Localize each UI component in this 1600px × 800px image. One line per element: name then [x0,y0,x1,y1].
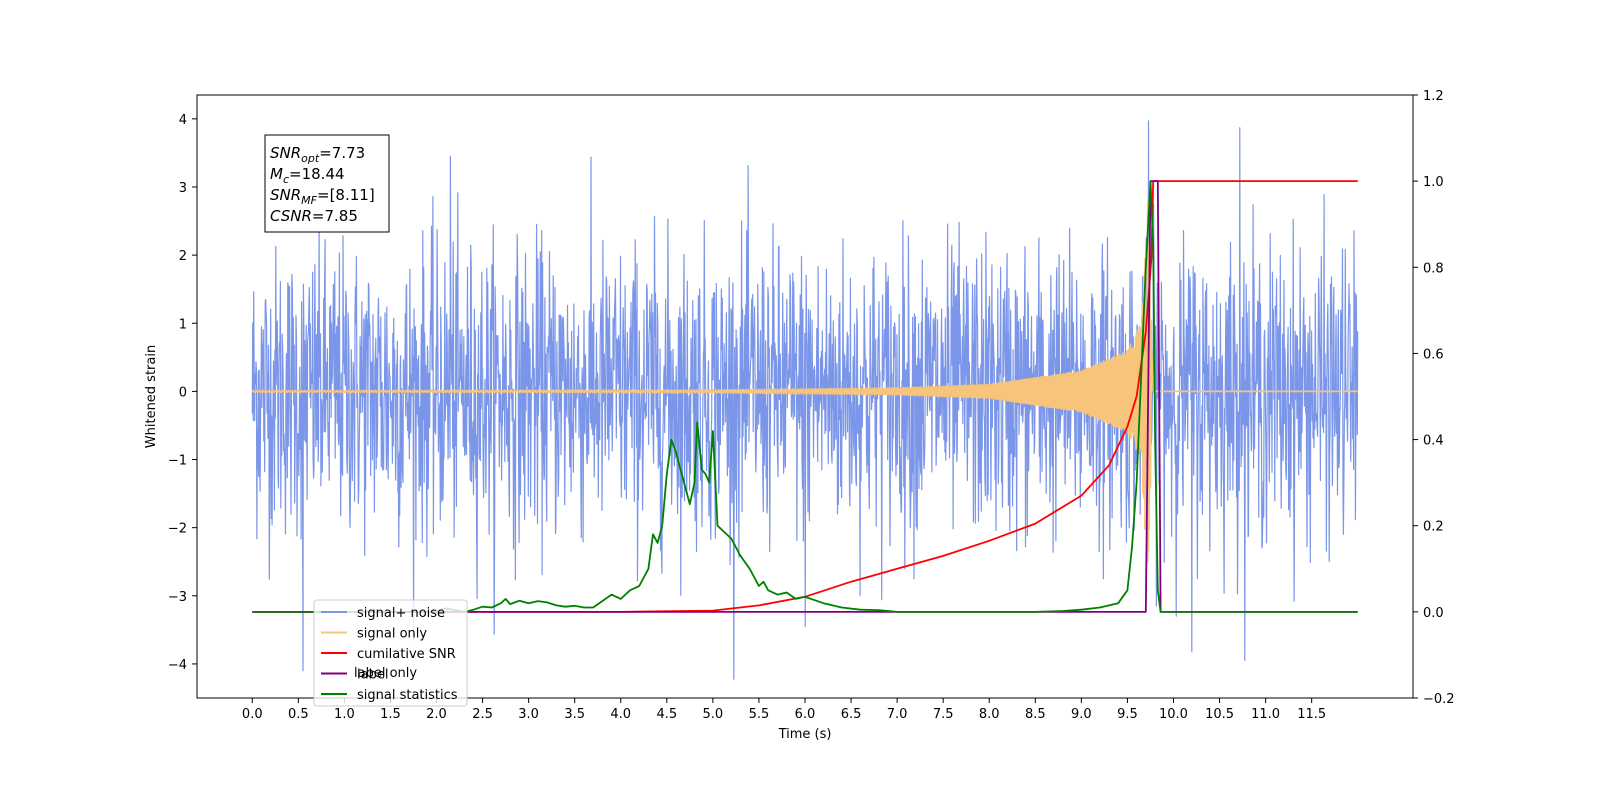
y-tick-label-left: −1 [168,454,187,469]
y-tick-label-right: 0.2 [1423,520,1444,535]
series-line-signal-statistics [252,180,1358,613]
series-layer [251,120,1359,680]
x-tick-label: 0.0 [242,707,263,722]
annotation-box-frame [264,134,390,233]
legend-label-cumilative-snr: cumilative SNR [357,647,456,662]
y-tick-label-left: 1 [179,317,187,332]
y-tick-label-right: −0.2 [1423,692,1455,707]
x-tick-label: 7.5 [933,707,954,722]
x-tick-label: 4.0 [610,707,631,722]
x-tick-label: 5.0 [703,707,724,722]
x-tick-label: 8.0 [979,707,1000,722]
x-tick-label: 11.5 [1297,707,1326,722]
x-tick-label: 10.0 [1159,707,1188,722]
x-tick-label: 2.0 [426,707,447,722]
y-axis-label-left: Whitened strain [144,345,159,448]
x-tick-label: 6.5 [841,707,862,722]
legend-label-label: label [357,668,388,683]
y-tick-label-right: 1.2 [1423,89,1444,104]
x-tick-label: 0.5 [288,707,309,722]
annotation-line: CSNR=7.85 [270,207,358,225]
y-tick-label-right: 0.8 [1423,261,1444,276]
series-line-signal-noise [251,120,1359,680]
x-tick-label: 3.0 [518,707,539,722]
y-tick-label-left: −2 [168,522,187,537]
annotation-line: Mc=18.44 [270,165,345,186]
y-tick-label-right: 0.0 [1423,606,1444,621]
y-tick-label-left: −4 [168,658,187,673]
x-tick-label: 11.0 [1251,707,1280,722]
legend: label only signal+ noise signal only cumila… [313,599,468,707]
annotation-line: SNRMF=[8.11] [270,186,375,207]
y-tick-label-left: 4 [179,113,187,128]
x-tick-label: 2.5 [472,707,493,722]
legend-label-signal-noise: signal+ noise [357,606,445,621]
y-tick-label-left: 2 [179,249,187,264]
x-tick-label: 3.5 [564,707,585,722]
legend-frame [313,599,468,707]
x-tick-label: 7.0 [887,707,908,722]
y-tick-label-right: 0.6 [1423,347,1444,362]
x-tick-label: 10.5 [1205,707,1234,722]
y-tick-label-left: 3 [179,181,187,196]
y-axis-left: 4 3 2 1 0 −1 −2 −3 −4 [168,113,197,673]
y-axis-right: 1.2 1.0 0.8 0.6 0.4 0.2 0.0 −0.2 [1413,89,1455,707]
obscured-legend-text: label only [354,666,417,681]
x-tick-label: 6.0 [795,707,816,722]
series-line-signal-only [251,201,1359,564]
x-tick-label: 1.5 [380,707,401,722]
y-tick-label-left: −3 [168,590,187,605]
x-axis: 0.0 0.5 1.0 1.5 2.0 2.5 3.0 3.5 4.0 4.5 5.0 5.5 6.0 6… [242,698,1326,722]
y-tick-label-right: 0.4 [1423,434,1444,449]
series-line-cumilative-snr [252,180,1358,613]
x-tick-label: 1.0 [334,707,355,722]
annotation-line: SNRopt=7.73 [270,144,365,165]
x-tick-label: 8.5 [1025,707,1046,722]
x-tick-label: 9.5 [1117,707,1138,722]
x-tick-label: 9.0 [1071,707,1092,722]
y-tick-label-right: 1.0 [1423,175,1444,190]
x-tick-label: 4.5 [656,707,677,722]
x-tick-label: 5.5 [749,707,770,722]
legend-label-signal-statistics: signal statistics [357,688,458,703]
y-tick-label-left: 0 [179,385,187,400]
x-axis-label: Time (s) [778,727,832,742]
legend-label-signal-only: signal only [357,627,427,642]
